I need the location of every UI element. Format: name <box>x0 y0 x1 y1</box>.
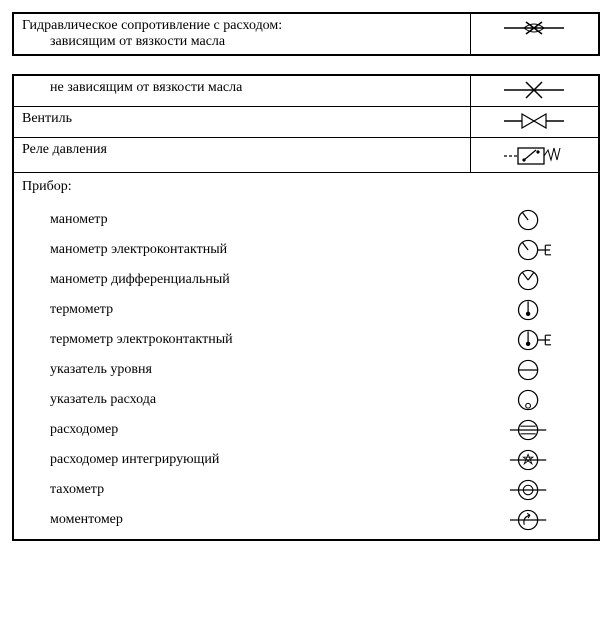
instrument-label: моментомер <box>22 512 470 528</box>
instrument-row: манометр <box>22 205 590 235</box>
instrument-label: расходомер интегрирующий <box>22 452 470 468</box>
instrument-row: манометр дифференциальный <box>22 265 590 295</box>
instrument-symbol <box>470 508 590 532</box>
instrument-label: манометр дифференциальный <box>22 272 470 288</box>
instrument-label: манометр <box>22 212 470 228</box>
top-table: Гидравлическое сопротивление с расходом:… <box>12 12 600 56</box>
instrument-label: указатель уровня <box>22 362 470 378</box>
instrument-row: моментомер <box>22 505 590 535</box>
instruments-row: Прибор: манометр манометр электроконтактн… <box>13 173 599 541</box>
instrument-symbol <box>470 418 590 442</box>
instruments-container: манометр манометр электроконтактный маноме… <box>22 205 590 535</box>
instrument-label: указатель расхода <box>22 392 470 408</box>
gauge-level-icon <box>508 358 552 382</box>
instrument-row: указатель расхода <box>22 385 590 415</box>
instrument-symbol <box>470 208 590 232</box>
restrictor-nonviscous-icon <box>504 80 564 102</box>
symbol-cell <box>470 138 599 173</box>
row-label: Гидравлическое сопротивление с расходом:… <box>13 13 470 55</box>
row-label: не зависящим от вязкости масла <box>13 75 470 107</box>
gauge-flow-indicator-icon <box>508 388 552 412</box>
instrument-row: термометр электроконтактный <box>22 325 590 355</box>
symbol-cell <box>470 107 599 138</box>
row-label: Реле давления <box>13 138 470 173</box>
gauge-thermo-econtact-icon <box>508 328 552 352</box>
instrument-row: расходомер интегрирующий <box>22 445 590 475</box>
instrument-row: тахометр <box>22 475 590 505</box>
table-row: Реле давления <box>13 138 599 173</box>
label-sub: зависящим от вязкости масла <box>22 34 462 50</box>
instrument-row: термометр <box>22 295 590 325</box>
instrument-label: манометр электроконтактный <box>22 242 470 258</box>
instrument-label: термометр <box>22 302 470 318</box>
label-main: Гидравлическое сопротивление с расходом: <box>22 18 462 34</box>
gauge-tacho-icon <box>508 478 552 502</box>
instrument-symbol <box>470 298 590 322</box>
valve-icon <box>504 111 564 133</box>
symbol-cell <box>470 13 599 55</box>
instruments-header: Прибор: <box>22 179 590 195</box>
table-row: не зависящим от вязкости масла <box>13 75 599 107</box>
instrument-symbol <box>470 238 590 262</box>
gauge-torque-icon <box>508 508 552 532</box>
instrument-symbol <box>470 388 590 412</box>
gauge-pressure-diff-icon <box>508 268 552 292</box>
gauge-flowmeter-icon <box>508 418 552 442</box>
gauge-flowmeter-int-icon <box>508 448 552 472</box>
gauge-pressure-econtact-icon <box>508 238 552 262</box>
instruments-cell: Прибор: манометр манометр электроконтактн… <box>13 173 599 541</box>
label-text: не зависящим от вязкости масла <box>22 80 462 96</box>
pressure-relay-icon <box>504 142 564 168</box>
table-row: Вентиль <box>13 107 599 138</box>
instrument-symbol <box>470 328 590 352</box>
restrictor-viscous-icon <box>504 18 564 40</box>
gauge-thermo-icon <box>508 298 552 322</box>
table-row: Гидравлическое сопротивление с расходом:… <box>13 13 599 55</box>
instrument-symbol <box>470 448 590 472</box>
instrument-label: расходомер <box>22 422 470 438</box>
instrument-symbol <box>470 478 590 502</box>
instrument-label: термометр электроконтактный <box>22 332 470 348</box>
instrument-symbol <box>470 358 590 382</box>
instrument-row: указатель уровня <box>22 355 590 385</box>
instrument-row: манометр электроконтактный <box>22 235 590 265</box>
instrument-label: тахометр <box>22 482 470 498</box>
instrument-row: расходомер <box>22 415 590 445</box>
symbol-cell <box>470 75 599 107</box>
gauge-pressure-icon <box>508 208 552 232</box>
instrument-symbol <box>470 268 590 292</box>
row-label: Вентиль <box>13 107 470 138</box>
main-table: не зависящим от вязкости масла Вентиль Р… <box>12 74 600 541</box>
